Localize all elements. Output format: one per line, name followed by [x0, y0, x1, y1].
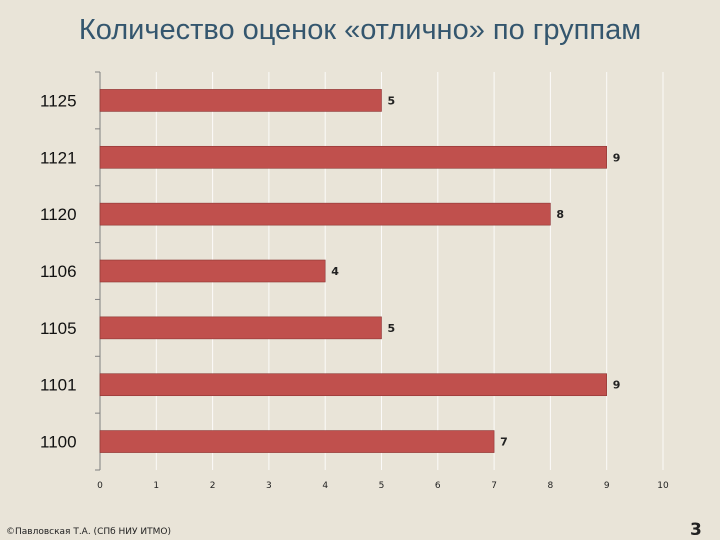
x-tick-label: 3	[266, 481, 272, 491]
bar	[99, 316, 382, 340]
x-tick-label: 7	[491, 481, 497, 491]
bar	[99, 373, 608, 397]
x-tick-label: 9	[604, 481, 610, 491]
category-label: 1120	[40, 205, 77, 224]
bar	[99, 145, 608, 169]
data-label: 5	[388, 94, 396, 107]
data-label: 9	[613, 151, 621, 164]
category-label: 1106	[40, 262, 77, 281]
bar	[99, 430, 495, 453]
data-label: 5	[388, 322, 396, 335]
bar	[99, 202, 551, 226]
data-label: 8	[556, 208, 564, 221]
data-label: 4	[331, 265, 339, 278]
x-tick-label: 4	[322, 481, 328, 491]
data-label: 9	[613, 379, 621, 392]
x-tick-label: 0	[97, 481, 103, 491]
x-tick-label: 10	[657, 481, 669, 491]
category-label: 1125	[40, 91, 77, 110]
category-label: 1101	[40, 376, 77, 395]
page-number: 3	[690, 520, 702, 540]
category-label: 1121	[40, 148, 77, 167]
footer-copyright: ©Павловская Т.А. (СПб НИУ ИТМО)	[6, 527, 171, 537]
category-label: 1100	[40, 433, 77, 452]
x-tick-label: 1	[153, 481, 159, 491]
x-tick-label: 6	[435, 481, 441, 491]
bar	[99, 259, 326, 283]
slide-title: Количество оценок «отлично» по группам	[78, 14, 642, 46]
data-label: 7	[500, 436, 508, 449]
x-tick-label: 5	[379, 481, 385, 491]
x-tick-label: 2	[210, 481, 216, 491]
category-label: 1105	[40, 319, 77, 338]
bar	[99, 89, 382, 112]
x-tick-label: 8	[548, 481, 554, 491]
